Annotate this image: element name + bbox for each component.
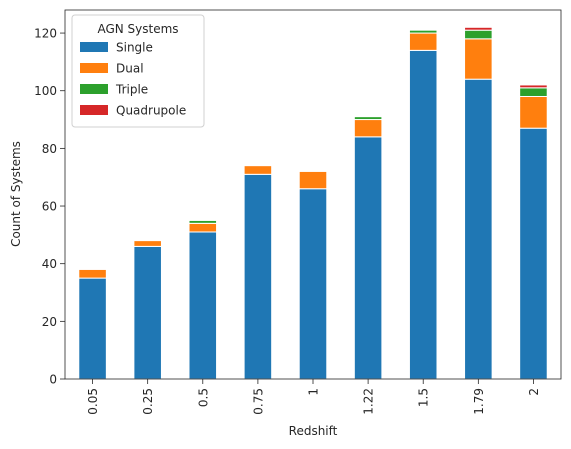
bar-single-0.75	[243, 173, 273, 380]
bar-quadrupole-2	[519, 84, 548, 89]
y-axis: 0 20 40 60 80 100 120	[34, 27, 65, 387]
bar-single-1.5	[408, 49, 438, 380]
legend-title: AGN Systems	[97, 22, 178, 36]
bar-dual-0.5	[188, 222, 218, 233]
bar-triple-1.22	[353, 116, 383, 121]
x-tick-label: 1.5	[417, 388, 431, 407]
axes-frame	[64, 9, 562, 380]
y-tick-label: 20	[42, 315, 57, 329]
bar-dual-1.22	[353, 119, 383, 138]
bar-single-1.22	[353, 136, 383, 380]
bar-dual-0.75	[243, 165, 273, 175]
legend-label-triple: Triple	[115, 83, 148, 97]
bars-group	[78, 26, 548, 380]
bar-single-0.05	[78, 277, 107, 380]
bar-single-2	[519, 127, 548, 380]
y-tick-label: 40	[42, 257, 57, 271]
x-tick-label: 1.22	[362, 388, 376, 415]
x-axis: 0.05 0.25 0.5 0.75 1 1.22 1.5 1.79 2	[86, 379, 541, 415]
bar-single-1.79	[464, 78, 493, 380]
legend: AGN Systems Single Dual Triple Quadrupole	[71, 14, 205, 128]
x-tick-label: 0.5	[196, 388, 210, 407]
x-tick-label: 0.75	[251, 388, 265, 415]
legend-label-quadrupole: Quadrupole	[116, 104, 186, 118]
bar-triple-1.79	[464, 29, 493, 40]
bar-triple-2	[519, 87, 548, 97]
legend-label-dual: Dual	[116, 62, 144, 76]
x-tick-label: 2	[527, 388, 541, 396]
legend-label-single: Single	[116, 41, 153, 55]
bar-quadrupole-1.79	[464, 26, 493, 31]
y-tick-label: 100	[34, 84, 57, 98]
x-tick-label: 0.25	[141, 388, 155, 415]
y-tick-label: 80	[42, 142, 57, 156]
bar-single-1	[298, 188, 328, 380]
legend-swatch-triple	[80, 84, 108, 94]
bar-dual-2	[519, 95, 548, 129]
bar-dual-1.79	[464, 38, 493, 80]
x-axis-label: Redshift	[289, 424, 338, 438]
y-tick-label: 120	[34, 27, 57, 41]
bar-single-0.25	[133, 245, 162, 380]
bar-triple-1.5	[408, 29, 438, 34]
legend-swatch-dual	[80, 63, 108, 73]
x-tick-label: 1.79	[472, 388, 486, 415]
y-tick-label: 0	[49, 373, 57, 387]
bar-dual-1	[298, 170, 328, 190]
legend-swatch-single	[80, 42, 108, 52]
bar-dual-1.5	[408, 32, 438, 51]
bar-dual-0.25	[133, 240, 162, 247]
x-tick-label: 0.05	[86, 388, 100, 415]
legend-swatch-quadrupole	[80, 105, 108, 115]
axes-spines	[64, 9, 562, 380]
y-tick-label: 60	[42, 200, 57, 214]
bar-single-0.5	[188, 231, 218, 380]
bar-dual-0.05	[78, 268, 107, 279]
x-tick-label: 1	[307, 388, 321, 396]
bar-triple-0.5	[188, 219, 218, 224]
y-axis-label: Count of Systems	[9, 141, 23, 247]
